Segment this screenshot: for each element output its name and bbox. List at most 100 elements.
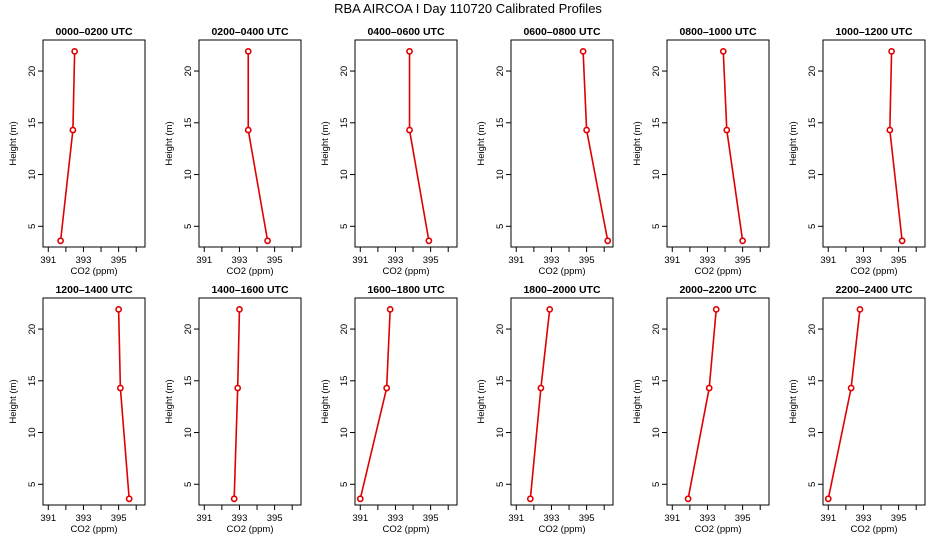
x-tick-label: 391 xyxy=(196,255,212,266)
y-tick-label: 5 xyxy=(27,482,38,487)
profile-panel: 1600–1800 UTC 391 393 395 5 10 15 20 CO2 (ppm) He… xyxy=(320,284,458,535)
x-axis-label: CO2 (ppm) xyxy=(383,266,430,277)
profile-panel: 0200–0400 UTC 391 393 395 5 10 15 20 CO2 (ppm) He… xyxy=(164,26,302,277)
plot-frame xyxy=(42,297,146,506)
x-tick-label: 393 xyxy=(856,513,872,524)
plot-frame xyxy=(666,297,770,506)
y-tick-label: 20 xyxy=(339,324,350,335)
x-axis-label: CO2 (ppm) xyxy=(71,524,118,535)
profile-line xyxy=(827,309,861,499)
y-axis-label: Height (m) xyxy=(8,379,19,423)
profile-point xyxy=(116,384,124,392)
panel-title: 1800–2000 UTC xyxy=(523,284,600,296)
profile-point xyxy=(264,237,271,245)
y-tick-label: 20 xyxy=(27,324,38,335)
x-tick-label: 391 xyxy=(196,513,212,524)
plot-frame xyxy=(510,39,614,248)
x-tick-label: 393 xyxy=(388,513,404,524)
plot-frame xyxy=(354,39,458,248)
plot-frame xyxy=(42,39,146,248)
x-axis-label: CO2 (ppm) xyxy=(227,524,274,535)
profile-point xyxy=(712,305,720,313)
y-axis-label: Height (m) xyxy=(8,121,19,165)
plot-frame xyxy=(510,297,614,506)
y-tick-label: 5 xyxy=(27,224,38,229)
x-axis-label: CO2 (ppm) xyxy=(695,524,742,535)
y-tick-label: 15 xyxy=(339,376,350,387)
y-axis-label: Height (m) xyxy=(320,379,331,423)
panel-title: 0200–0400 UTC xyxy=(211,26,288,38)
plot-frame xyxy=(666,39,770,248)
panel-title: 1600–1800 UTC xyxy=(367,284,444,296)
profile-line xyxy=(687,309,718,499)
x-tick-label: 391 xyxy=(820,255,836,266)
profile-point xyxy=(244,47,252,55)
profile-point xyxy=(57,237,64,245)
y-tick-label: 10 xyxy=(807,169,818,180)
y-axis-label: Height (m) xyxy=(632,121,643,165)
profile-line xyxy=(59,51,76,241)
profile-point xyxy=(69,126,77,134)
x-tick-label: 393 xyxy=(232,255,248,266)
y-tick-label: 10 xyxy=(339,169,350,180)
profile-point xyxy=(406,47,413,55)
y-tick-label: 5 xyxy=(807,482,818,487)
plot-frame xyxy=(354,297,458,506)
profile-panel: 2000–2200 UTC 391 393 395 5 10 15 20 CO2 (ppm) He… xyxy=(632,284,770,535)
profile-line xyxy=(889,51,903,241)
x-tick-label: 393 xyxy=(700,255,716,266)
x-tick-label: 395 xyxy=(579,255,595,266)
y-tick-label: 20 xyxy=(807,66,818,77)
x-tick-label: 395 xyxy=(111,513,127,524)
y-tick-label: 20 xyxy=(495,324,506,335)
profile-panel: 0600–0800 UTC 391 393 395 5 10 15 20 CO2 (ppm) He… xyxy=(476,26,614,277)
profile-line xyxy=(247,51,269,241)
profile-point xyxy=(888,47,895,55)
profile-panel: 0000–0200 UTC 391 393 395 5 10 15 20 CO2 (ppm) He… xyxy=(8,26,146,277)
x-tick-label: 393 xyxy=(856,255,872,266)
y-tick-label: 20 xyxy=(183,324,194,335)
figure-title: RBA AIRCOA I Day 110720 Calibrated Profi… xyxy=(334,1,602,16)
x-axis-label: CO2 (ppm) xyxy=(71,266,118,277)
y-tick-label: 20 xyxy=(651,324,662,335)
y-axis-label: Height (m) xyxy=(476,379,487,423)
x-tick-label: 395 xyxy=(423,513,439,524)
profile-point xyxy=(739,237,747,245)
profile-point xyxy=(824,495,832,503)
x-tick-label: 391 xyxy=(40,513,56,524)
profile-point xyxy=(386,305,394,313)
y-axis-label: Height (m) xyxy=(164,121,175,165)
profile-point xyxy=(604,237,612,245)
y-axis-label: Height (m) xyxy=(788,379,799,423)
y-tick-label: 15 xyxy=(27,376,38,387)
profile-line xyxy=(408,51,430,241)
panel-title: 1000–1200 UTC xyxy=(835,26,912,38)
profile-point xyxy=(425,237,433,245)
x-tick-label: 395 xyxy=(267,255,283,266)
y-tick-label: 5 xyxy=(807,224,818,229)
x-axis-label: CO2 (ppm) xyxy=(227,266,274,277)
y-tick-label: 20 xyxy=(183,66,194,77)
y-tick-label: 15 xyxy=(339,118,350,129)
x-tick-label: 393 xyxy=(700,513,716,524)
x-axis-label: CO2 (ppm) xyxy=(851,524,898,535)
x-tick-label: 393 xyxy=(232,513,248,524)
x-tick-label: 391 xyxy=(508,255,524,266)
x-tick-label: 391 xyxy=(40,255,56,266)
panel-title: 0400–0600 UTC xyxy=(367,26,444,38)
profile-point xyxy=(244,126,252,134)
y-tick-label: 5 xyxy=(651,482,662,487)
x-tick-label: 395 xyxy=(579,513,595,524)
plot-frame xyxy=(198,297,302,506)
profile-point xyxy=(406,126,413,134)
profile-point xyxy=(583,126,591,134)
profile-panel: 1400–1600 UTC 391 393 395 5 10 15 20 CO2 (ppm) He… xyxy=(164,284,302,535)
profile-line xyxy=(359,309,391,499)
y-tick-label: 10 xyxy=(27,169,38,180)
profile-point xyxy=(847,384,855,392)
profile-point xyxy=(71,47,79,55)
x-tick-label: 395 xyxy=(891,513,907,524)
x-tick-label: 393 xyxy=(76,513,92,524)
x-tick-label: 391 xyxy=(508,513,524,524)
x-tick-label: 395 xyxy=(267,513,283,524)
